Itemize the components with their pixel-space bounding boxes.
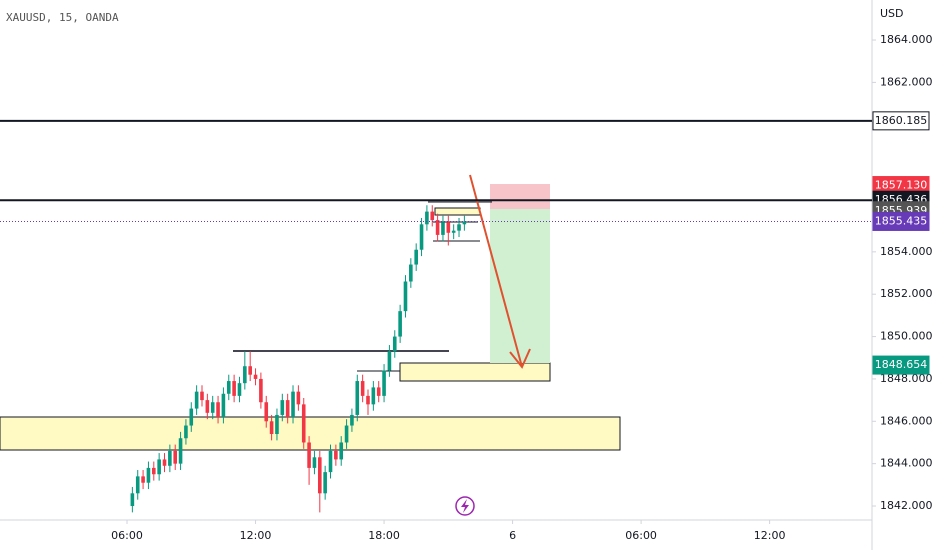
y-tick-label: 1862.000 — [880, 75, 932, 88]
x-tick-label: 12:00 — [240, 529, 272, 542]
candle-body — [194, 391, 199, 409]
candle-body — [157, 459, 161, 475]
candle-body — [441, 222, 445, 235]
candle-body — [398, 311, 402, 337]
candle-body — [200, 391, 204, 401]
profit-zone — [490, 209, 550, 363]
candle-body — [146, 467, 151, 483]
y-tick-label: 1846.000 — [880, 414, 932, 427]
candle-body — [446, 222, 451, 233]
candle-body — [205, 400, 210, 413]
candle-body — [141, 476, 145, 483]
candle-body — [280, 400, 285, 415]
candle-body — [371, 387, 376, 405]
y-tick-label: 1854.000 — [880, 245, 932, 258]
candle-body — [435, 220, 440, 235]
candle-body — [462, 221, 467, 225]
candle-body — [226, 381, 231, 394]
candle-body — [285, 400, 290, 418]
candle-body — [366, 395, 370, 405]
candle-body — [243, 366, 247, 384]
price-label: 1855.435 — [875, 214, 928, 227]
price-label: 1857.130 — [875, 179, 928, 192]
candle-body — [173, 450, 178, 464]
candle-body — [323, 472, 327, 494]
candle-body — [409, 264, 413, 282]
candle-body — [178, 438, 183, 464]
candle-body — [430, 211, 435, 221]
candle-body — [275, 414, 279, 435]
currency-label: USD — [880, 7, 904, 20]
candle-body — [221, 393, 226, 418]
y-tick-label: 1848.000 — [880, 372, 932, 385]
candle-body — [312, 457, 317, 468]
candle-body — [350, 414, 354, 426]
chart-title: XAUUSD, 15, OANDA — [6, 11, 119, 24]
candle-body — [253, 374, 258, 379]
y-tick-label: 1850.000 — [880, 330, 932, 343]
candle-body — [135, 476, 140, 494]
candle-body — [151, 467, 156, 475]
event-icon-bolt — [461, 499, 469, 513]
x-tick-label: 12:00 — [754, 529, 786, 542]
candle-body — [269, 421, 274, 435]
candle-body — [339, 442, 344, 460]
price-label-box — [872, 355, 930, 375]
candle-body — [130, 493, 135, 507]
candle-body — [317, 457, 322, 494]
candle-body — [414, 249, 418, 265]
stop-zone — [490, 184, 550, 209]
candle-body — [355, 381, 360, 415]
candle-body — [259, 378, 263, 403]
x-tick-label: 06:00 — [111, 529, 143, 542]
candle-body — [376, 387, 381, 396]
candle-body — [360, 381, 365, 396]
candle-body — [307, 442, 311, 468]
candle-body — [301, 404, 306, 443]
candle-body — [189, 408, 194, 426]
y-tick-label: 1852.000 — [880, 287, 932, 300]
candle-body — [387, 351, 392, 371]
y-tick-label: 1844.000 — [880, 457, 932, 470]
price-label: 1860.185 — [875, 114, 928, 127]
candle-body — [232, 381, 236, 396]
candle-body — [264, 402, 269, 422]
candle-body — [216, 402, 220, 418]
candle-body — [451, 230, 456, 233]
drawing-box — [434, 207, 481, 216]
y-tick-label: 1864.000 — [880, 33, 932, 46]
y-tick-label: 1842.000 — [880, 499, 932, 512]
candle-body — [168, 450, 172, 466]
candle-body — [248, 366, 252, 375]
price-label-box — [872, 111, 930, 131]
candle-body — [184, 425, 188, 439]
candle-body — [344, 425, 349, 443]
target-zone — [399, 362, 551, 382]
candle-body — [296, 391, 301, 405]
candle-body — [419, 224, 424, 250]
price-label: 1848.654 — [875, 358, 928, 371]
drawings — [0, 174, 621, 516]
candle-body — [403, 281, 408, 312]
candle-body — [291, 391, 295, 418]
candle-body — [334, 450, 338, 460]
candle-body — [210, 402, 215, 413]
candle-body — [237, 383, 242, 396]
candle-body — [382, 370, 386, 396]
arrow — [469, 174, 523, 368]
arrow-head — [509, 348, 531, 369]
price-label-box — [872, 211, 930, 231]
candle-body — [457, 224, 461, 231]
candle-body — [162, 459, 167, 466]
candle-body — [328, 450, 333, 473]
candle-body — [425, 211, 429, 225]
candle-body — [392, 336, 397, 352]
x-tick-label: 6 — [509, 529, 516, 542]
x-tick-label: 06:00 — [625, 529, 657, 542]
x-tick-label: 18:00 — [368, 529, 400, 542]
